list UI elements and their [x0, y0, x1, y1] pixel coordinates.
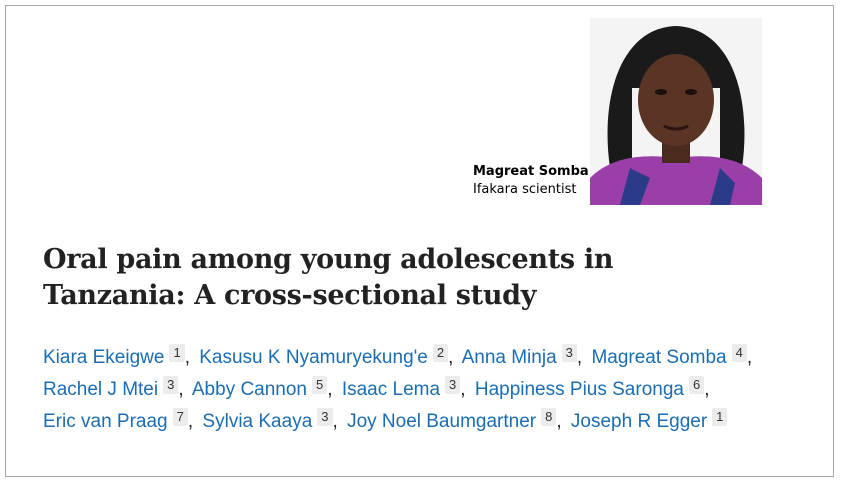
affiliation-badge[interactable]: 1: [712, 408, 728, 426]
author-name[interactable]: Joy Noel Baumgartner: [347, 411, 537, 432]
separator: ,: [704, 379, 710, 400]
author-list: Kiara Ekeigwe 1, Kasusu K Nyamuryekung'e 2…: [43, 342, 823, 438]
affiliation-badge[interactable]: 3: [561, 344, 577, 362]
author: Eric van Praag 7,: [43, 408, 194, 432]
author: Anna Minja 3,: [461, 344, 583, 368]
author-name[interactable]: Kasusu K Nyamuryekung'e: [199, 347, 428, 368]
separator: ,: [178, 379, 184, 400]
author: Happiness Pius Saronga 6,: [474, 376, 710, 400]
author: Abby Cannon 5,: [191, 376, 333, 400]
author: Sylvia Kaaya 3,: [202, 408, 338, 432]
article-title: Oral pain among young adolescents in Tan…: [43, 244, 614, 311]
separator: ,: [746, 347, 753, 368]
affiliation-badge[interactable]: 1: [169, 344, 185, 362]
author-name[interactable]: Sylvia Kaaya: [202, 411, 313, 432]
affiliation-badge[interactable]: 3: [445, 376, 461, 394]
separator: ,: [448, 347, 454, 368]
author-name[interactable]: Anna Minja: [461, 347, 557, 368]
author: Rachel J Mtei 3,: [43, 376, 184, 400]
author-name[interactable]: Isaac Lema: [341, 379, 441, 400]
portrait-photo: [590, 18, 762, 205]
author-name[interactable]: Abby Cannon: [191, 379, 308, 400]
author-name[interactable]: Magreat Somba: [591, 347, 727, 368]
affiliation-badge[interactable]: 8: [541, 408, 557, 426]
author-name[interactable]: Joseph R Egger: [570, 411, 708, 432]
author: Joy Noel Baumgartner 8,: [347, 408, 562, 432]
author: Joseph R Egger 1: [570, 408, 728, 432]
affiliation-badge[interactable]: 3: [317, 408, 333, 426]
separator: ,: [332, 411, 338, 432]
affiliation-badge[interactable]: 4: [731, 344, 747, 362]
affiliation-badge[interactable]: 2: [432, 344, 449, 362]
author-name[interactable]: Rachel J Mtei: [43, 379, 159, 400]
separator: ,: [184, 347, 190, 368]
author-name[interactable]: Eric van Praag: [43, 411, 168, 432]
affiliation-badge[interactable]: 5: [312, 376, 328, 394]
caption-role: Ifakara scientist: [473, 182, 577, 197]
author: Kasusu K Nyamuryekung'e 2,: [199, 344, 454, 368]
separator: ,: [576, 347, 583, 368]
separator: ,: [460, 379, 466, 400]
affiliation-badge[interactable]: 3: [163, 376, 179, 394]
affiliation-badge[interactable]: 6: [688, 376, 705, 394]
separator: ,: [327, 379, 333, 400]
frame: [5, 5, 834, 477]
caption-name: Magreat Somba: [473, 164, 589, 179]
affiliation-badge[interactable]: 7: [172, 408, 188, 426]
author: Isaac Lema 3,: [341, 376, 466, 400]
separator: ,: [556, 411, 562, 432]
author-name[interactable]: Kiara Ekeigwe: [43, 347, 165, 368]
author: Magreat Somba 4,: [591, 344, 753, 368]
author-name[interactable]: Happiness Pius Saronga: [474, 379, 684, 400]
separator: ,: [187, 411, 194, 432]
author: Kiara Ekeigwe 1,: [43, 344, 190, 368]
